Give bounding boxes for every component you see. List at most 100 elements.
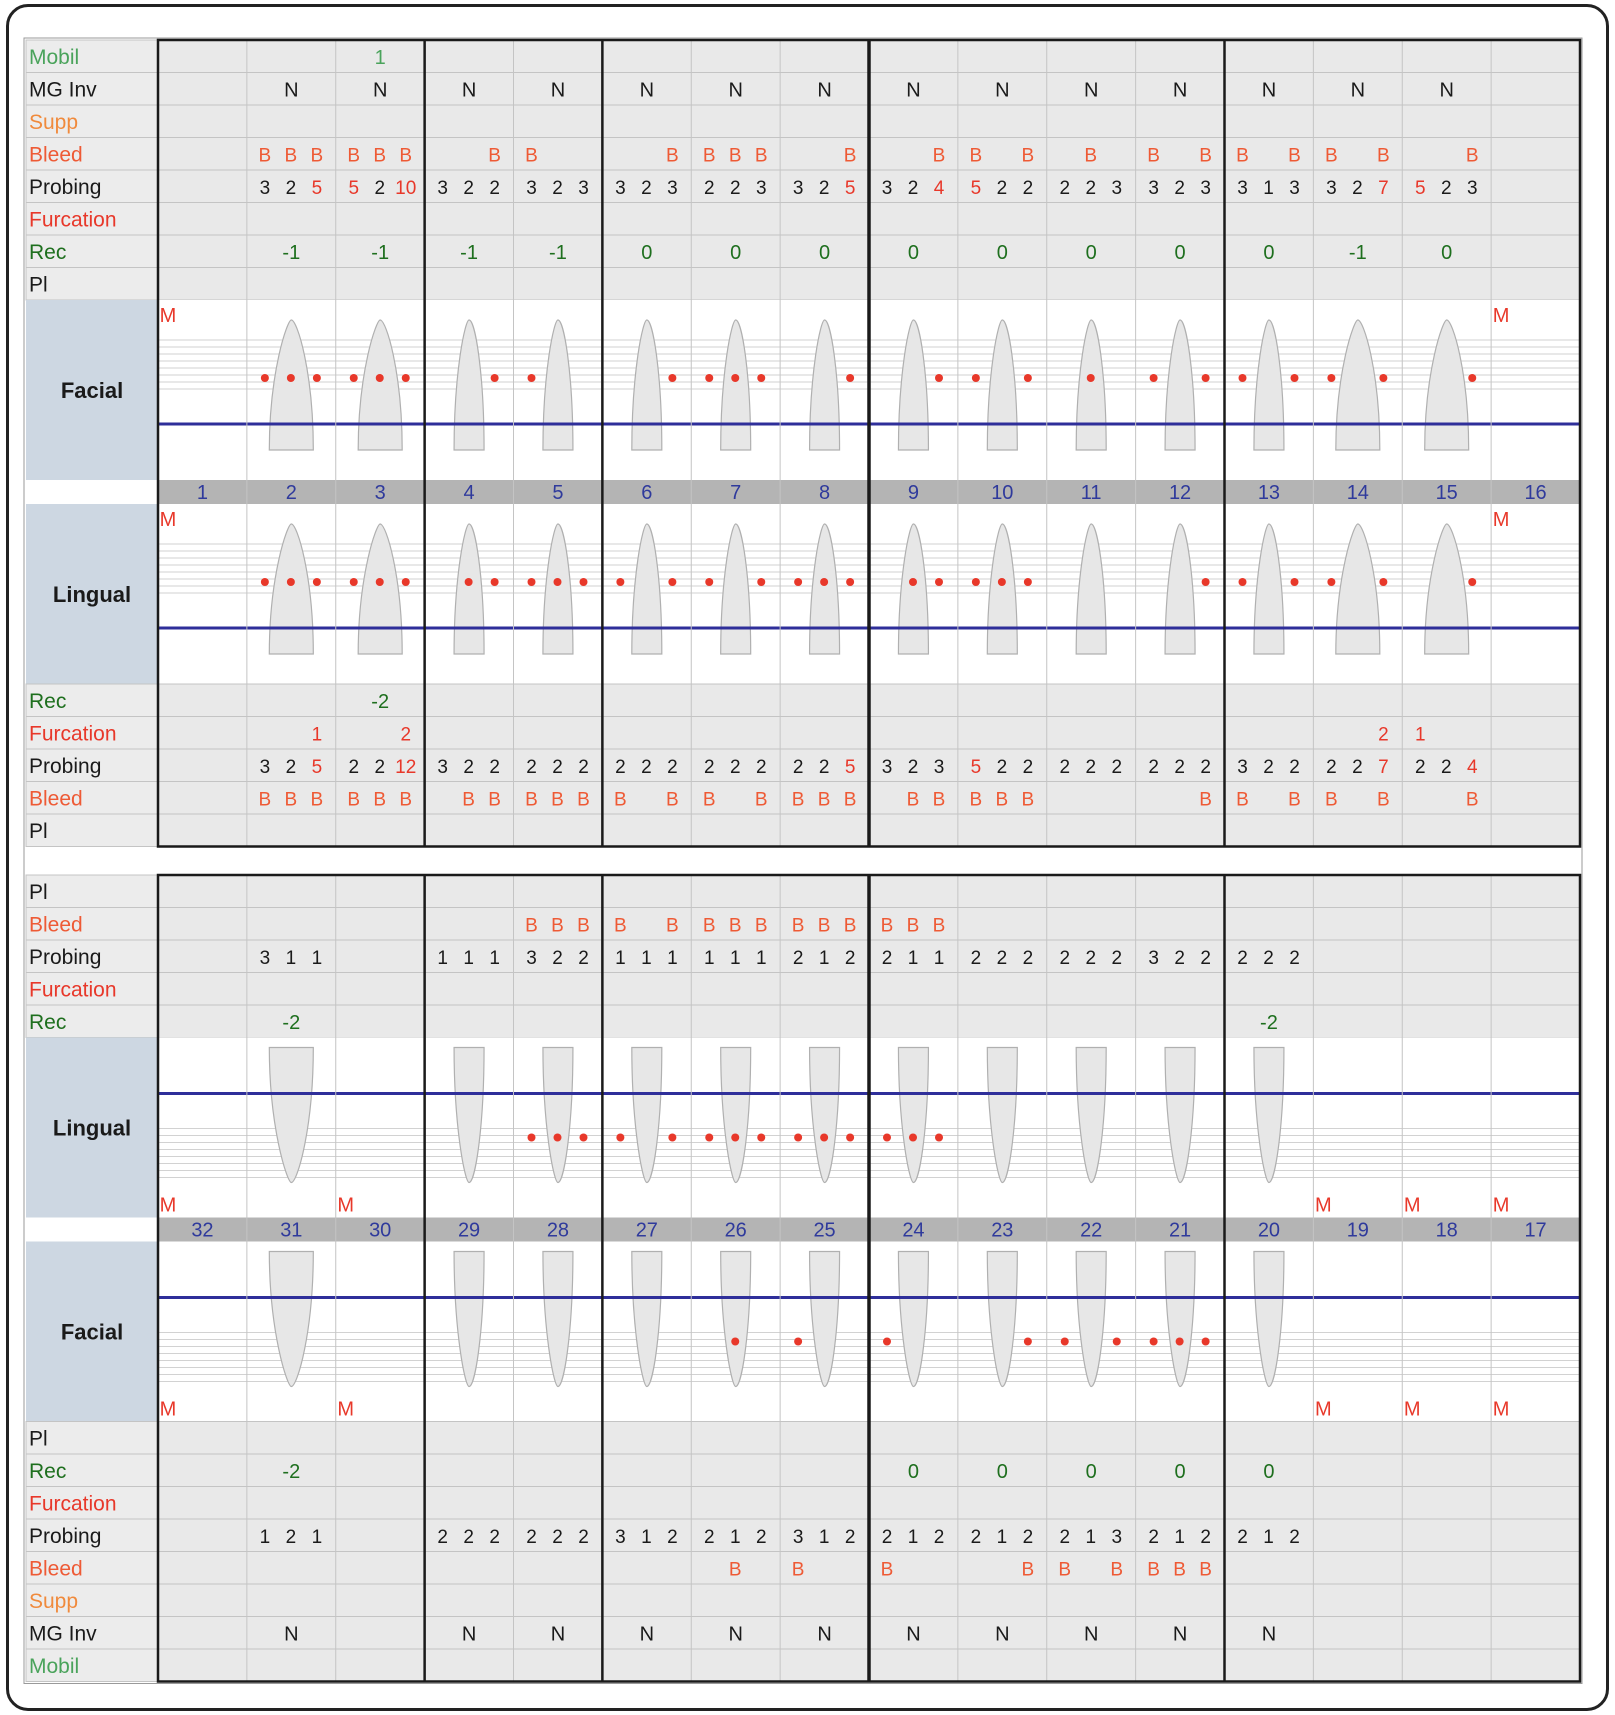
bleed-point	[1149, 1337, 1158, 1346]
cell-value: 3	[1467, 178, 1478, 199]
row-label-cell	[25, 1648, 159, 1682]
cell-value: 2	[552, 178, 563, 199]
cell-value: B	[525, 146, 538, 167]
view-label-panel	[26, 1241, 158, 1422]
cell-value: B	[1199, 1560, 1212, 1581]
cell-value: B	[792, 1560, 805, 1581]
cell-value: 1	[934, 948, 945, 969]
cell-value: 2	[1023, 178, 1034, 199]
tooth-number: 1	[197, 482, 208, 504]
cell-value: 2	[845, 1527, 856, 1548]
cell-value: 3	[437, 757, 448, 778]
row-bleed	[25, 781, 1581, 815]
cell-value: -1	[549, 242, 567, 264]
cell-value: 2	[578, 757, 589, 778]
cell-value: 2	[1174, 757, 1185, 778]
tooth-27	[631, 1250, 663, 1388]
bleed-point	[553, 1133, 562, 1142]
row-label: Pl	[29, 881, 48, 904]
cell-value: 2	[1148, 757, 1159, 778]
row-supp	[25, 1583, 1581, 1617]
cell-value: N	[284, 1624, 298, 1646]
row-label: Rec	[29, 690, 66, 713]
cell-value: 1	[312, 725, 323, 746]
cell-value: B	[755, 146, 768, 167]
cell-value: B	[614, 916, 627, 937]
cell-value: 2	[1289, 757, 1300, 778]
cell-value: B	[1147, 146, 1160, 167]
cell-value: 2	[286, 757, 297, 778]
cell-value: 2	[704, 757, 715, 778]
tooth-number: 12	[1169, 482, 1191, 504]
bleed-point	[1023, 374, 1032, 382]
bleed-point	[401, 374, 410, 382]
cell-value: 4	[934, 178, 945, 199]
view-label-panel	[26, 300, 158, 480]
bleed-point	[1201, 578, 1210, 586]
cell-value: 0	[1441, 242, 1452, 264]
cell-value: N	[817, 80, 831, 102]
row-label: Pl	[29, 274, 48, 297]
cell-value: B	[729, 1560, 742, 1581]
bleed-point	[553, 578, 562, 586]
bleed-point	[935, 374, 943, 382]
row-label-cell	[25, 1486, 159, 1520]
tooth-7	[720, 523, 752, 655]
view-panel	[26, 1241, 1580, 1422]
cell-value: 2	[1352, 178, 1363, 199]
tooth-number: 28	[547, 1220, 569, 1242]
cell-value: B	[462, 790, 475, 811]
cell-value: B	[970, 790, 983, 811]
cell-value: 3	[526, 948, 537, 969]
cell-value: 1	[730, 948, 741, 969]
cell-value: 2	[1059, 178, 1070, 199]
cell-value: 2	[845, 948, 856, 969]
cell-value: 1	[908, 1527, 919, 1548]
bleed-point	[971, 374, 980, 382]
tooth-23	[986, 1250, 1018, 1388]
cell-value: 5	[312, 757, 323, 778]
cell-value: 3	[615, 1527, 626, 1548]
bleed-point	[1379, 374, 1388, 382]
missing-marker: M	[160, 305, 177, 327]
bleed-point	[1112, 1337, 1121, 1346]
tooth-number: 3	[375, 482, 386, 504]
row-rec	[25, 234, 1581, 268]
cell-value: 2	[489, 1527, 500, 1548]
bleed-point	[1201, 374, 1210, 382]
cell-value: 2	[971, 1527, 982, 1548]
cell-value: 2	[1289, 948, 1300, 969]
cell-value: 3	[1326, 178, 1337, 199]
cell-value: 0	[1263, 1461, 1274, 1483]
cell-value: 2	[1441, 757, 1452, 778]
bleed-point	[1468, 374, 1477, 382]
row-label: Bleed	[29, 914, 83, 937]
cell-value: 2	[908, 757, 919, 778]
missing-marker: M	[1493, 1399, 1510, 1421]
cell-value: -2	[371, 691, 389, 713]
cell-value: N	[640, 80, 654, 102]
bleed-point	[260, 374, 269, 382]
tooth-31	[268, 1046, 314, 1184]
tooth-21	[1164, 1250, 1196, 1388]
cell-value: B	[933, 916, 946, 937]
cell-value: 1	[997, 1527, 1008, 1548]
cell-value: 2	[1200, 757, 1211, 778]
cell-value: 2	[756, 757, 767, 778]
bleed-point	[794, 1337, 803, 1346]
bleed-point	[349, 374, 358, 382]
cell-value: 0	[908, 1461, 919, 1483]
cell-value: B	[1236, 146, 1249, 167]
cell-value: B	[755, 790, 768, 811]
tooth-6	[631, 319, 663, 451]
cell-value: 5	[971, 757, 982, 778]
cell-value: 2	[463, 757, 474, 778]
bleed-point	[1175, 1337, 1184, 1346]
tooth-22	[1075, 1250, 1107, 1388]
cell-value: 3	[526, 178, 537, 199]
cell-value: B	[525, 916, 538, 937]
cell-value: B	[311, 146, 324, 167]
cell-value: 4	[1467, 757, 1478, 778]
cell-value: B	[907, 790, 920, 811]
tooth-14	[1335, 523, 1381, 655]
